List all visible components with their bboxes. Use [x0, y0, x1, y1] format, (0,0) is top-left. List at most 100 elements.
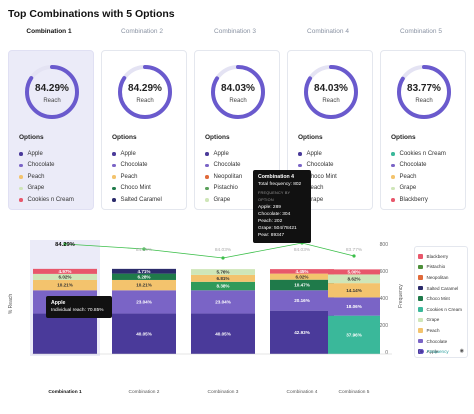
legend-item[interactable]: Choco Mint [418, 293, 464, 304]
legend-item[interactable]: Grape [418, 315, 464, 326]
legend-swatch [418, 317, 423, 323]
combination-card-2[interactable]: 84.29% Reach Options Apple Chocolate Peach Cho… [101, 50, 187, 210]
option-dot [391, 198, 395, 202]
legend-item[interactable]: Neopolitan [418, 272, 464, 283]
options-heading: Options [298, 134, 323, 141]
bar-data-label: 18.06% [346, 304, 362, 309]
legend-item[interactable]: Cookies n Cream [418, 304, 464, 315]
bar-data-label: 4.97% [58, 269, 71, 274]
legend-swatch [418, 307, 423, 312]
bar-tooltip-title: Apple [51, 300, 66, 306]
frequency-icon [419, 349, 424, 354]
option-label: Chocolate [27, 162, 55, 169]
y2-tick-label: 0 [385, 350, 388, 356]
option-label: Grape [213, 196, 231, 203]
frequency-label: Frequency [427, 349, 449, 354]
combination-card-5[interactable]: 83.77% Reach Options Cookies n Cream Chocola… [380, 50, 466, 210]
option-label: Chocolate [120, 162, 148, 169]
reach-top-label: 84.29% [55, 242, 75, 248]
bar-data-label: 6.02% [295, 274, 308, 279]
bar-segment [270, 290, 334, 311]
reach-label: Reach [136, 98, 154, 104]
option-label: Chocolate [399, 162, 427, 169]
option-dot [112, 163, 116, 167]
option-label: Apple [120, 150, 136, 157]
option-label: Chocolate [306, 162, 334, 169]
legend-item[interactable]: Chocolate [418, 336, 464, 347]
option-dot [205, 186, 209, 190]
reach-label: Reach [322, 98, 340, 104]
reach-top-label: 84.03% [215, 247, 232, 253]
reach-value: 84.03% [314, 83, 348, 94]
reach-label: Reach [43, 98, 61, 104]
tab-combination-2[interactable]: Combination 2 [121, 28, 163, 35]
option-item: Grape [391, 183, 446, 195]
option-item: Peach [112, 171, 162, 183]
option-item: Peach [391, 171, 446, 183]
combination-card-1[interactable]: 84.29% Reach Options Apple Chocolate Peach Gra… [8, 50, 94, 210]
legend-item[interactable]: Blackberry [418, 251, 464, 262]
y2-tick-label: 800 [380, 242, 389, 248]
bar-data-label: 10.47% [294, 283, 310, 288]
bar-data-label: 6.02% [58, 275, 71, 280]
reach-ring-fill [25, 65, 79, 119]
legend-label: Salted Caramel [426, 285, 459, 291]
options-list: Apple Chocolate Peach Choco Mint Salted Cara… [112, 148, 162, 206]
option-item: Cookies n Cream [391, 148, 446, 160]
reach-top-label: 84.03% [294, 247, 311, 253]
bar-segment [270, 269, 334, 274]
tab-combination-5[interactable]: Combination 5 [400, 28, 442, 35]
chart-legend: Blackberry Pistachio Neopolitan Salted Cara… [414, 246, 468, 358]
legend-item[interactable]: Pistachio [418, 262, 464, 273]
bar-segment [191, 313, 255, 354]
y2-tick-label: 600 [380, 269, 389, 275]
option-dot [391, 186, 395, 190]
option-item: Apple [112, 148, 162, 160]
option-dot [112, 186, 116, 190]
reach-point [221, 256, 225, 260]
bar-segment [33, 279, 97, 291]
option-label: Choco Mint [306, 173, 337, 180]
reach-ring [25, 65, 79, 119]
y-axis-label: % Reach [8, 294, 14, 315]
legend-swatch [418, 285, 423, 291]
tab-combination-4[interactable]: Combination 4 [307, 28, 349, 35]
legend-label: Grape [426, 317, 440, 323]
option-dot [19, 186, 23, 190]
reach-point [352, 254, 356, 258]
eye-icon[interactable]: ◉ [459, 348, 464, 354]
tooltip-subtitle: FREQUENCY BY OPTION [258, 191, 291, 202]
bar-data-label: 23.04% [136, 300, 152, 305]
bar-data-label: 42.93% [294, 330, 310, 335]
option-dot [391, 152, 395, 156]
legend-item[interactable]: Salted Caramel [418, 283, 464, 294]
category-label: Combination 2 [129, 389, 160, 395]
legend-item[interactable]: Peach [418, 325, 464, 336]
option-item: Chocolate [19, 160, 74, 172]
bar-segment [33, 313, 97, 354]
legend-swatch [418, 296, 423, 301]
bar-segment [33, 273, 97, 280]
combination-card-3[interactable]: 84.03% Reach Options Apple Chocolate Neopolit… [194, 50, 280, 210]
legend-label: Pistachio [426, 264, 446, 270]
legend-swatch [418, 275, 423, 280]
option-dot [205, 175, 209, 179]
bar-segment [112, 313, 176, 354]
combination-tabs: Combination 1 Combination 2 Combination … [0, 28, 474, 42]
legend-swatch [418, 254, 423, 259]
bar-tooltip: Apple Individual reach: 70.85% [46, 296, 112, 318]
option-label: Blackberry [399, 196, 428, 203]
tab-combination-1[interactable]: Combination 1 [26, 28, 72, 35]
bar-data-label: 14.14% [346, 288, 362, 293]
bar-segment [112, 268, 176, 274]
bar-segment [328, 283, 380, 298]
bar-data-label: 40.05% [136, 331, 152, 336]
bar-data-label: 4.71% [137, 269, 150, 274]
tab-combination-3[interactable]: Combination 3 [214, 28, 256, 35]
bar-data-label: 4.45% [295, 269, 308, 274]
option-label: Chocolate [213, 162, 241, 169]
option-label: Cookies n Cream [27, 196, 74, 203]
bar-segment [328, 274, 380, 284]
bar-segment [112, 290, 176, 314]
frequency-toggle[interactable]: Frequency [419, 349, 449, 354]
